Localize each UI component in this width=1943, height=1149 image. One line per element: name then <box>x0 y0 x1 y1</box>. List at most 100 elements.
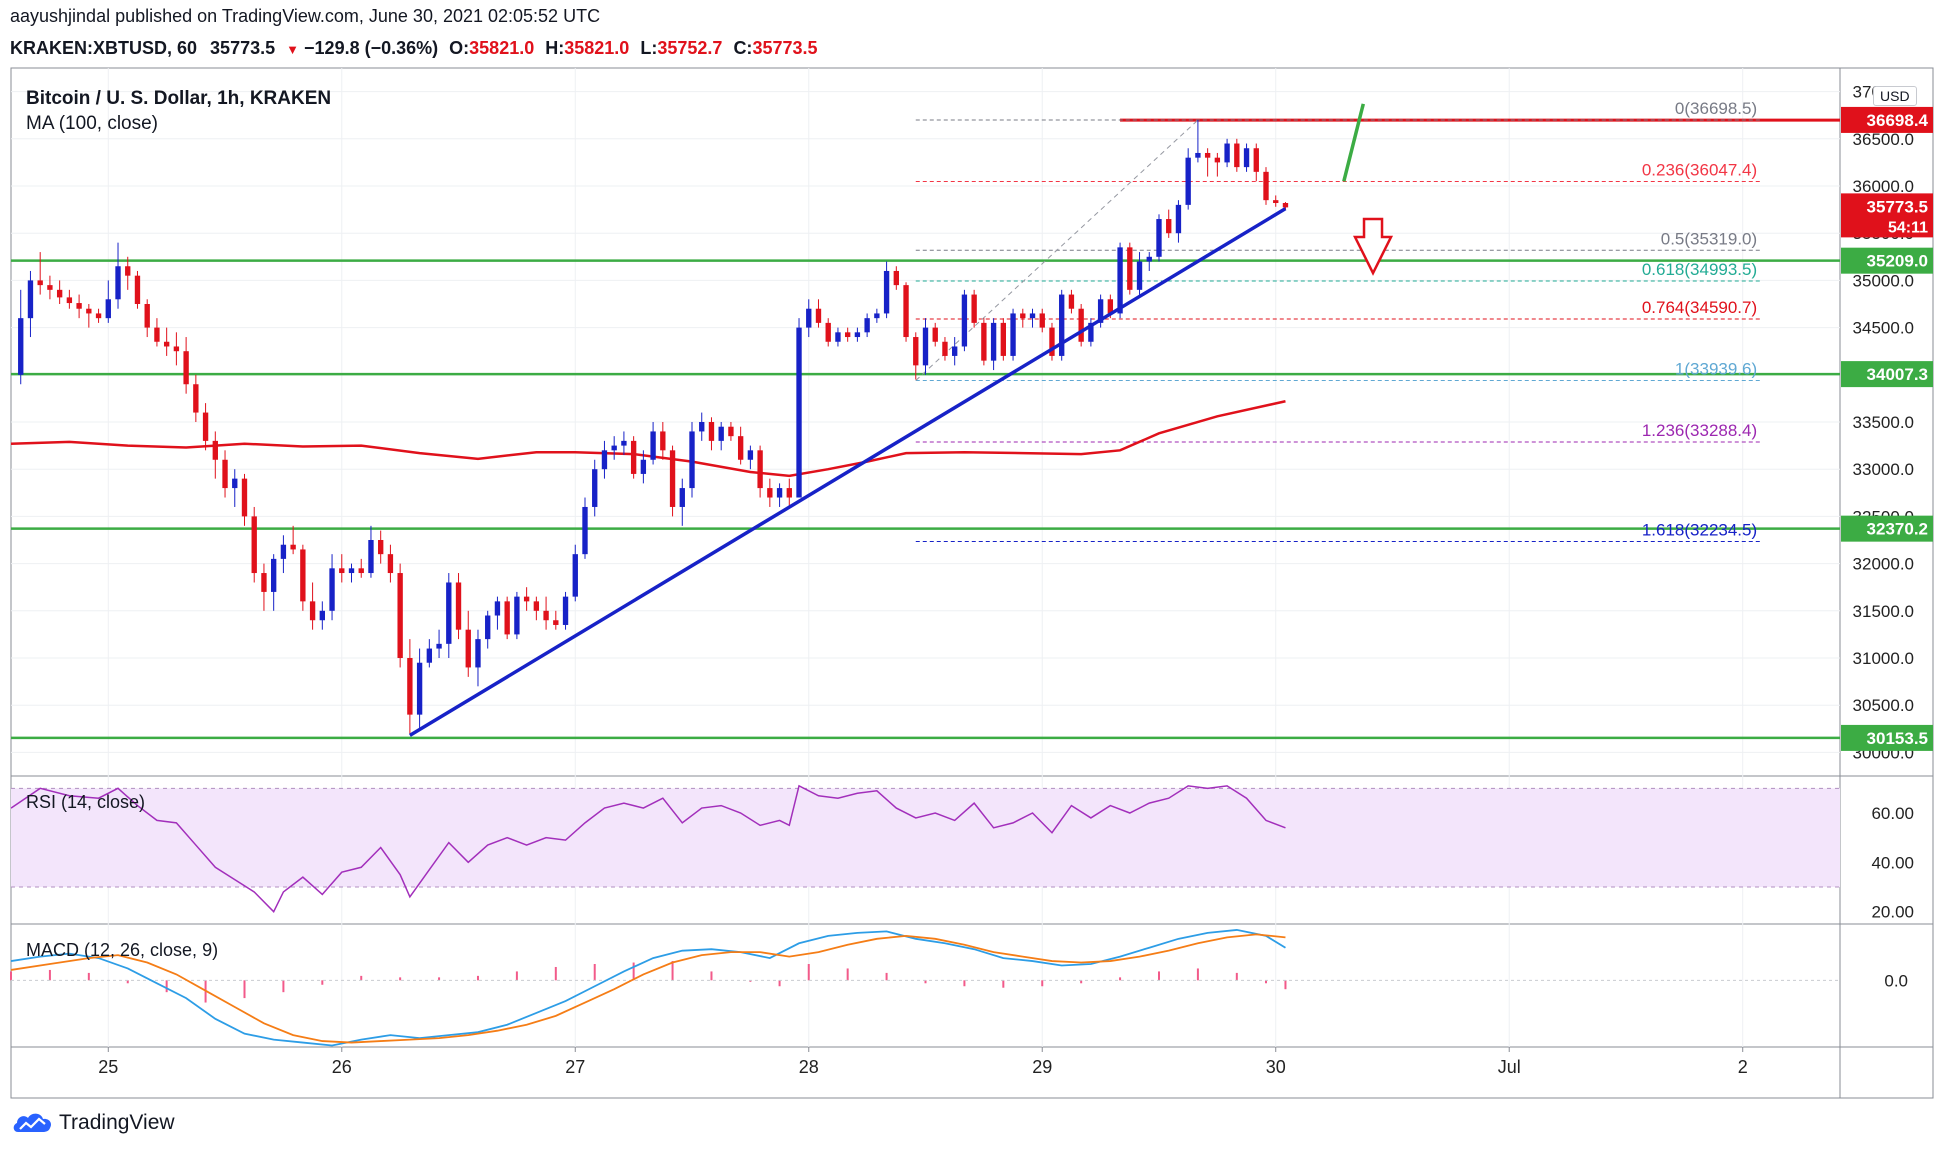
fib-label-0: 0(36698.5) <box>1675 99 1757 118</box>
candle-body-21 <box>222 459 228 489</box>
candle-body-108 <box>1068 294 1075 309</box>
candle-body-7 <box>86 308 92 314</box>
price-tag-2: 35209.0 <box>1867 252 1928 271</box>
candle-body-127 <box>1253 148 1259 172</box>
candle-body-119 <box>1175 204 1182 234</box>
chart-border <box>10 67 1934 1099</box>
candle-body-42 <box>426 648 433 663</box>
last-price: 35773.5 <box>210 38 276 58</box>
candle-body-73 <box>728 426 734 437</box>
trendline[interactable] <box>408 207 1287 737</box>
candle-body-32 <box>329 568 335 611</box>
candle-body-94 <box>932 327 938 342</box>
time-tick-4: 29 <box>1032 1057 1052 1077</box>
currency-button[interactable]: USD <box>1873 86 1917 106</box>
candle-body-83 <box>825 322 831 342</box>
candle-body-126 <box>1243 148 1250 168</box>
candle-body-51 <box>514 596 520 635</box>
rsi-band-fill <box>11 788 1840 887</box>
candle-body-58 <box>582 506 588 555</box>
candle-body-46 <box>465 629 471 668</box>
candle-body-60 <box>601 450 608 470</box>
candle-body-43 <box>436 643 442 649</box>
price-tag-bg-0 <box>1841 106 1933 133</box>
high-label: H: <box>545 38 565 58</box>
fib-label-0.236: 0.236(36047.4) <box>1642 161 1757 180</box>
candle-body-38 <box>387 554 394 574</box>
candle-body-79 <box>786 488 792 498</box>
candle-body-80 <box>796 327 802 498</box>
candle-body-1 <box>27 280 34 319</box>
candle-body-75 <box>747 450 754 460</box>
candle-body-48 <box>485 615 491 640</box>
candle-body-15 <box>163 341 170 347</box>
candle-body-59 <box>592 469 598 507</box>
candle-body-19 <box>202 412 209 441</box>
tradingview-logo[interactable]: TradingView <box>12 1108 175 1138</box>
candle-body-99 <box>981 322 987 361</box>
macd-legend: MACD (12, 26, close, 9) <box>26 940 219 960</box>
candle-body-130 <box>1282 202 1289 208</box>
rsi-line <box>10 784 1286 913</box>
price-tick-12: 31000.0 <box>1853 649 1914 668</box>
candle-body-124 <box>1224 143 1230 163</box>
price-tag-bg-3 <box>1841 361 1933 388</box>
candle-body-90 <box>893 270 899 286</box>
candle-body-85 <box>844 332 851 338</box>
low-value: 35752.7 <box>657 38 723 58</box>
axes: 37000.036500.036000.035500.035000.034500… <box>98 83 1933 1077</box>
candle-body-120 <box>1185 157 1191 205</box>
green-up-arrow <box>1342 103 1365 182</box>
candle-body-68 <box>679 488 685 507</box>
time-tick-0: 25 <box>98 1057 118 1077</box>
symbol-label: KRAKEN:XBTUSD, 60 <box>10 38 198 58</box>
candle-body-6 <box>76 303 82 309</box>
candle-body-100 <box>990 322 997 361</box>
candle-body-74 <box>737 436 744 460</box>
candle-body-16 <box>173 346 180 352</box>
ohlc-header: KRAKEN:XBTUSD, 60 35773.5 ▼ −129.8 (−0.3… <box>10 38 818 59</box>
candle-body-45 <box>455 582 462 630</box>
price-tick-2: 36000.0 <box>1853 177 1914 196</box>
candle-body-81 <box>806 308 812 328</box>
candle-body-76 <box>757 450 763 489</box>
candle-body-17 <box>183 351 189 385</box>
series-legend: Bitcoin / U. S. Dollar, 1h, KRAKEN MA (1… <box>26 88 331 135</box>
macd-pane <box>10 929 1840 1047</box>
candle-body-49 <box>494 601 501 616</box>
price-tick-1: 36500.0 <box>1853 130 1914 149</box>
series-title: Bitcoin / U. S. Dollar, 1h, KRAKEN <box>26 88 332 109</box>
candle-body-33 <box>339 568 345 574</box>
publish-line: aayushjindal published on TradingView.co… <box>10 6 600 27</box>
candle-body-37 <box>378 540 384 555</box>
candle-body-104 <box>1029 313 1036 319</box>
fib-label-1.236: 1.236(33288.4) <box>1642 421 1757 440</box>
candle-body-50 <box>504 601 510 635</box>
candle-body-97 <box>961 294 968 347</box>
price-tag-bg-1 <box>1841 193 1933 238</box>
fib-retracement: 0(36698.5) 0.236(36047.4) 0.5(35319.0) 0.61… <box>915 99 1763 542</box>
rsi-tick-1: 40.00 <box>1871 853 1914 872</box>
candle-body-40 <box>407 658 413 715</box>
close-label: C: <box>733 38 753 58</box>
candle-body-13 <box>144 304 150 328</box>
candle-body-123 <box>1214 157 1221 163</box>
red-down-arrow <box>1352 217 1394 276</box>
candle-body-91 <box>903 285 909 338</box>
price-tag-bg-5 <box>1841 724 1933 751</box>
time-tick-1: 26 <box>332 1057 352 1077</box>
candle-body-78 <box>776 488 783 498</box>
time-tick-2: 27 <box>565 1057 585 1077</box>
price-tag-1: 35773.5 <box>1867 197 1928 216</box>
price-tick-8: 33000.0 <box>1853 460 1914 479</box>
candle-body-28 <box>290 544 296 550</box>
fib-label-0.618: 0.618(34993.5) <box>1642 260 1757 279</box>
ma-legend: MA (100, close) <box>26 113 158 134</box>
candle-body-52 <box>523 596 530 602</box>
candle-body-88 <box>874 313 880 319</box>
chart-frame <box>10 67 1934 1099</box>
candle-body-12 <box>134 275 141 304</box>
candle-body-55 <box>553 620 559 625</box>
candle-body-24 <box>251 516 257 574</box>
